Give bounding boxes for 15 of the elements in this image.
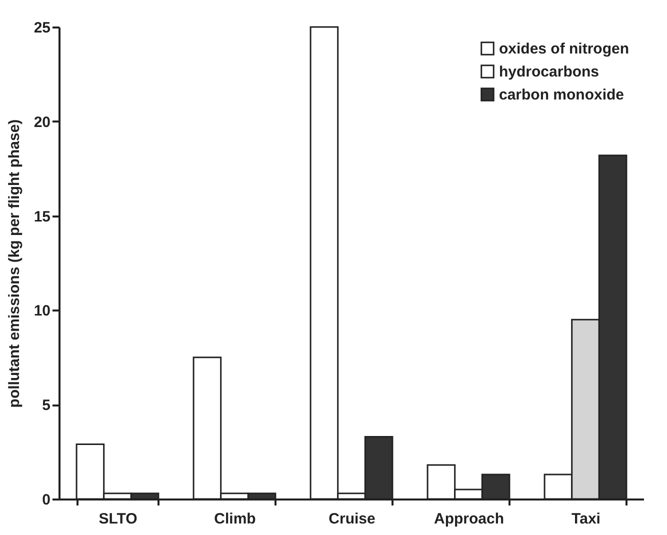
legend-label: carbon monoxide — [499, 86, 624, 104]
y-axis-title: pollutant emissions (kg per flight phase) — [6, 119, 23, 408]
y-tick-label: 20 — [34, 114, 50, 131]
y-tick-label: 10 — [34, 302, 50, 320]
y-tick-label: 0 — [42, 492, 50, 508]
legend-label: hydrocarbons — [499, 64, 600, 80]
y-tick-label: 25 — [34, 20, 50, 36]
y-tick-label: 15 — [34, 208, 50, 226]
y-tick-label: 5 — [42, 397, 50, 414]
x-tick-label: Approach — [434, 510, 504, 528]
x-tick-label: Cruise — [328, 510, 376, 528]
x-tick-label: SLTO — [98, 510, 138, 528]
legend-label: oxides of nitrogen — [499, 40, 630, 58]
x-tick-label: Taxi — [572, 510, 600, 528]
x-tick-label: Climb — [214, 510, 256, 528]
